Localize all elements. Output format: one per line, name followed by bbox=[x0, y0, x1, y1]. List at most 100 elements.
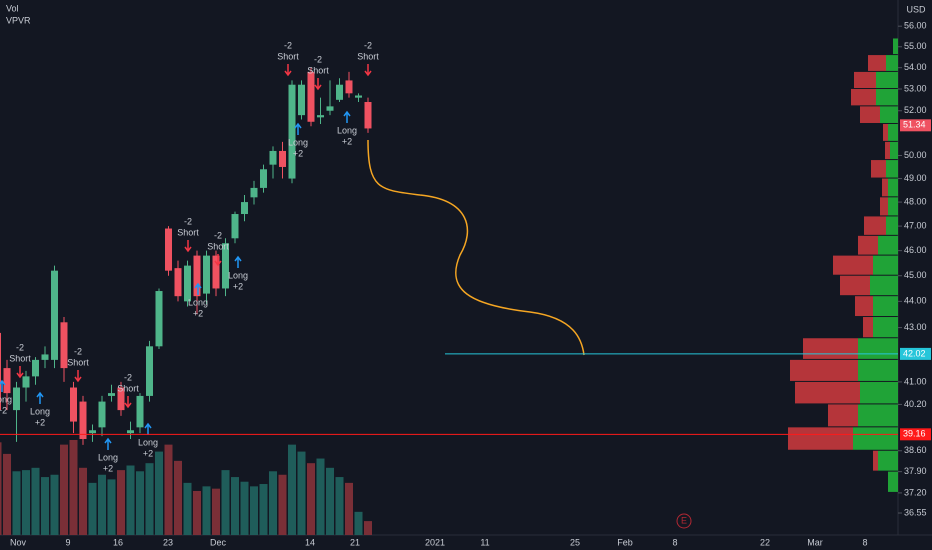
signal-label: Short bbox=[207, 241, 229, 251]
vpvr-up bbox=[858, 338, 898, 359]
x-tick-label: 22 bbox=[760, 537, 770, 547]
volume-bar bbox=[0, 442, 2, 535]
signal-arrow bbox=[234, 255, 242, 268]
signal-arrow bbox=[124, 396, 132, 409]
y-tick-label: 53.00 bbox=[904, 83, 927, 93]
volume-bar bbox=[202, 486, 211, 535]
volume-bar bbox=[345, 482, 353, 535]
x-tick-label: 11 bbox=[480, 537, 489, 547]
volume-bar bbox=[145, 463, 154, 535]
candle-body bbox=[174, 268, 182, 297]
y-tick-label: 43.00 bbox=[904, 322, 927, 332]
event-marker bbox=[676, 513, 692, 529]
x-tick-label: 14 bbox=[305, 537, 315, 547]
signal-label: Long bbox=[30, 406, 50, 416]
signal-arrow bbox=[214, 254, 222, 267]
y-tick-label: 48.00 bbox=[904, 196, 927, 206]
signal-label: Long bbox=[228, 270, 248, 280]
volume-bar bbox=[164, 444, 173, 535]
candle-body bbox=[193, 255, 201, 297]
volume-bar bbox=[231, 477, 239, 535]
x-tick-label: Mar bbox=[807, 537, 823, 547]
candle-body bbox=[41, 354, 49, 360]
vpvr-down bbox=[803, 338, 858, 359]
vpvr-up bbox=[860, 381, 898, 404]
signal-amount: +2 bbox=[293, 148, 303, 158]
vpvr-down bbox=[882, 178, 888, 197]
y-tick-label: 45.00 bbox=[904, 270, 927, 280]
signal-amount: -2 bbox=[314, 54, 322, 64]
y-tick-label: 55.00 bbox=[904, 41, 927, 51]
candle-body bbox=[22, 376, 30, 388]
vpvr-down bbox=[883, 123, 888, 141]
y-tick-label: 46.00 bbox=[904, 245, 927, 255]
y-tick-label: 50.00 bbox=[904, 150, 927, 160]
candle-body bbox=[364, 102, 372, 129]
signal-label: Short bbox=[177, 227, 199, 237]
candle-body bbox=[89, 430, 96, 434]
signal-arrow bbox=[104, 437, 112, 450]
volume-bar bbox=[79, 467, 87, 535]
vpvr-up bbox=[878, 235, 898, 255]
volume-bar bbox=[269, 471, 277, 535]
vpvr-up bbox=[878, 450, 898, 471]
vpvr-up bbox=[888, 471, 898, 492]
y-tick-label: 49.00 bbox=[904, 173, 927, 183]
volume-bar bbox=[316, 458, 325, 535]
candle-body bbox=[108, 393, 115, 396]
volume-bar bbox=[136, 471, 144, 535]
x-tick-label: 25 bbox=[570, 537, 580, 547]
x-tick-label: Feb bbox=[617, 537, 633, 547]
vpvr-down bbox=[860, 106, 880, 123]
candle-body bbox=[3, 368, 11, 394]
signal-amount: +2 bbox=[0, 405, 7, 415]
signal-label: Long bbox=[188, 297, 208, 307]
vpvr-up bbox=[873, 317, 898, 338]
candle-body bbox=[51, 270, 58, 360]
vpvr-down bbox=[851, 89, 876, 106]
candle-body bbox=[241, 202, 248, 215]
vpvr-up bbox=[886, 160, 898, 178]
signal-amount: +2 bbox=[35, 417, 45, 427]
signal-arrow bbox=[314, 78, 322, 91]
vpvr-down bbox=[871, 160, 886, 178]
signal-arrow bbox=[184, 240, 192, 253]
candle-body bbox=[288, 84, 296, 179]
signal-amount: -2 bbox=[124, 372, 132, 382]
vpvr-down bbox=[828, 404, 858, 427]
signal-label: Short bbox=[9, 353, 31, 363]
signal-amount: -2 bbox=[74, 346, 82, 356]
signal-arrow bbox=[194, 282, 202, 295]
vpvr-down bbox=[795, 381, 860, 404]
volume-bar bbox=[307, 463, 315, 535]
volume-bar bbox=[354, 511, 363, 535]
x-tick-label: 8 bbox=[672, 537, 677, 547]
vpvr-down bbox=[790, 359, 858, 381]
candle-body bbox=[260, 169, 267, 188]
signal-arrow bbox=[36, 391, 44, 404]
candle-body bbox=[184, 265, 191, 302]
x-tick-label: 21 bbox=[350, 537, 360, 547]
candle-body bbox=[326, 106, 334, 111]
signal-label: Long bbox=[138, 437, 158, 447]
vpvr-up bbox=[873, 255, 898, 275]
candle-body bbox=[98, 401, 106, 428]
volume-bar bbox=[155, 451, 163, 535]
signal-arrow bbox=[0, 379, 6, 392]
price-label: 51.34 bbox=[903, 120, 926, 130]
vpvr-down bbox=[833, 255, 873, 275]
signal-label: Short bbox=[307, 65, 329, 75]
candle-body bbox=[355, 95, 362, 98]
signal-arrow bbox=[294, 122, 302, 135]
volume-bar bbox=[50, 474, 59, 535]
price-label: 39.16 bbox=[903, 429, 926, 439]
price-label: 42.02 bbox=[903, 348, 926, 358]
vpvr-down bbox=[854, 71, 876, 89]
candle-body bbox=[70, 387, 77, 422]
y-tick-label: 52.00 bbox=[904, 105, 927, 115]
price-label-bg bbox=[900, 119, 931, 132]
vpvr-up bbox=[880, 106, 898, 123]
candle-body bbox=[136, 395, 144, 428]
